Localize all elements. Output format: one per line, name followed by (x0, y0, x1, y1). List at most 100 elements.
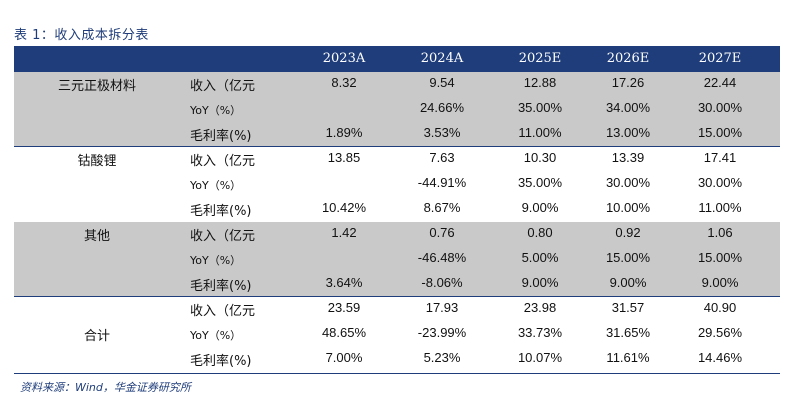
table-cell: 23.98 (523, 300, 557, 315)
table-cell: 7.63 (429, 150, 455, 165)
table-row: 收入（亿元 13.85 7.63 10.30 13.39 17.41 (14, 147, 780, 172)
table-cell: 30.00% (697, 175, 743, 190)
table-row: 毛利率(%) 1.89% 3.53% 11.00% 13.00% 15.00% (14, 122, 780, 147)
table-cell: -46.48% (417, 250, 467, 265)
source-note: 资料来源：Wind，华金证券研究所 (20, 381, 191, 394)
table-cell: 22.44 (703, 75, 737, 90)
table-cell: 30.00% (605, 175, 651, 190)
table-cell: 14.46% (697, 350, 743, 365)
table-cell: 3.53% (423, 125, 461, 140)
table-row: 收入（亿元 23.59 17.93 23.98 31.57 40.90 (14, 297, 780, 322)
table-row: YoY（%） -44.91% 35.00% 30.00% 30.00% (14, 172, 780, 197)
table-cell: 0.76 (429, 225, 455, 240)
table-group: 其他 收入（亿元 1.42 0.76 0.80 0.92 1.06 YoY（%）… (14, 222, 780, 296)
row-divider (14, 146, 780, 147)
table-row: 毛利率(%) 3.64% -8.06% 9.00% 9.00% 9.00% (14, 272, 780, 297)
metric-label: YoY（%） (190, 329, 242, 342)
table-group: 钴酸锂 收入（亿元 13.85 7.63 10.30 13.39 17.41 Y… (14, 147, 780, 221)
table-row: 收入（亿元 8.32 9.54 12.88 17.26 22.44 (14, 72, 780, 97)
table-cell: 23.59 (327, 300, 361, 315)
table-cell: 10.30 (523, 150, 557, 165)
metric-label: 毛利率(%) (190, 129, 252, 144)
table-cell: 1.06 (707, 225, 733, 240)
table-cell: 13.39 (611, 150, 645, 165)
table-cell: 15.00% (697, 125, 743, 140)
table-cell: 11.00% (698, 200, 742, 215)
metric-label: 收入（亿元 (190, 154, 256, 169)
table-cell: 11.00% (518, 125, 562, 140)
table-row: YoY（%） 48.65% -23.99% 33.73% 31.65% 29.5… (14, 322, 780, 347)
table-cell: 1.42 (331, 225, 357, 240)
table-group: 三元正极材料 收入（亿元 8.32 9.54 12.88 17.26 22.44… (14, 72, 780, 146)
table-cell: 3.64% (325, 275, 363, 290)
metric-label: YoY（%） (190, 104, 242, 117)
table-cell: 10.07% (517, 350, 563, 365)
table-cell: 30.00% (697, 100, 743, 115)
table-cell: 9.54 (429, 75, 455, 90)
table-cell: 24.66% (419, 100, 465, 115)
table-group: 合计 收入（亿元 23.59 17.93 23.98 31.57 40.90 Y… (14, 297, 780, 371)
metric-label: 毛利率(%) (190, 204, 252, 219)
table-cell: 8.67% (423, 200, 461, 215)
metric-label: 收入（亿元 (190, 79, 256, 94)
metric-label: 收入（亿元 (190, 304, 256, 319)
table-cell: 31.57 (611, 300, 645, 315)
table-cell: 13.00% (605, 125, 651, 140)
table-cell: 48.65% (321, 325, 367, 340)
column-header: 2026E (606, 51, 650, 66)
column-header: 2027E (698, 51, 742, 66)
table-cell: 9.00% (701, 275, 739, 290)
table-cell: 13.85 (327, 150, 361, 165)
metric-label: 毛利率(%) (190, 354, 252, 369)
table-cell: 9.00% (609, 275, 647, 290)
group-label: 合计 (83, 329, 110, 344)
table-row: 收入（亿元 1.42 0.76 0.80 0.92 1.06 (14, 222, 780, 247)
table-cell: 9.00% (521, 275, 559, 290)
group-label: 其他 (83, 229, 110, 244)
table-cell: 0.92 (615, 225, 641, 240)
table-cell: 5.00% (521, 250, 559, 265)
table-cell: 40.90 (703, 300, 737, 315)
table-cell: 29.56% (697, 325, 743, 340)
column-header: 2025E (518, 51, 562, 66)
table-cell: 17.41 (703, 150, 737, 165)
table-cell: 17.26 (611, 75, 645, 90)
metric-label: YoY（%） (190, 254, 242, 267)
metric-label: 毛利率(%) (190, 279, 252, 294)
column-header: 2024A (420, 51, 464, 66)
table-cell: -8.06% (421, 275, 463, 290)
table-row: YoY（%） 24.66% 35.00% 34.00% 30.00% (14, 97, 780, 122)
table-cell: -23.99% (417, 325, 467, 340)
table-header: 2023A 2024A 2025E 2026E 2027E (14, 46, 780, 72)
table-cell: 31.65% (605, 325, 651, 340)
table-row: YoY（%） -46.48% 5.00% 15.00% 15.00% (14, 247, 780, 272)
table-cell: 15.00% (697, 250, 743, 265)
table-cell: 17.93 (425, 300, 459, 315)
table-cell: 34.00% (605, 100, 651, 115)
column-header: 2023A (322, 51, 366, 66)
table-cell: 10.00% (605, 200, 651, 215)
table-cell: 15.00% (605, 250, 651, 265)
metric-label: YoY（%） (190, 179, 242, 192)
table-row: 毛利率(%) 7.00% 5.23% 10.07% 11.61% 14.46% (14, 347, 780, 372)
table-bottom-rule (14, 373, 780, 374)
table-cell: -44.91% (417, 175, 467, 190)
table-cell: 1.89% (325, 125, 363, 140)
table-cell: 11.61% (606, 350, 650, 365)
table-cell: 33.73% (517, 325, 563, 340)
metric-label: 收入（亿元 (190, 229, 256, 244)
table-cell: 7.00% (325, 350, 363, 365)
table-cell: 12.88 (523, 75, 557, 90)
table-cell: 35.00% (517, 175, 563, 190)
row-divider (14, 296, 780, 297)
table-row: 毛利率(%) 10.42% 8.67% 9.00% 10.00% 11.00% (14, 197, 780, 222)
table-cell: 9.00% (521, 200, 559, 215)
table-cell: 35.00% (517, 100, 563, 115)
table-cell: 8.32 (331, 75, 357, 90)
table-cell: 0.80 (527, 225, 553, 240)
table-caption: 表 1：收入成本拆分表 (14, 28, 149, 43)
table-cell: 5.23% (423, 350, 461, 365)
table-cell: 10.42% (321, 200, 367, 215)
group-label: 钴酸锂 (77, 154, 117, 169)
group-label: 三元正极材料 (57, 79, 136, 94)
